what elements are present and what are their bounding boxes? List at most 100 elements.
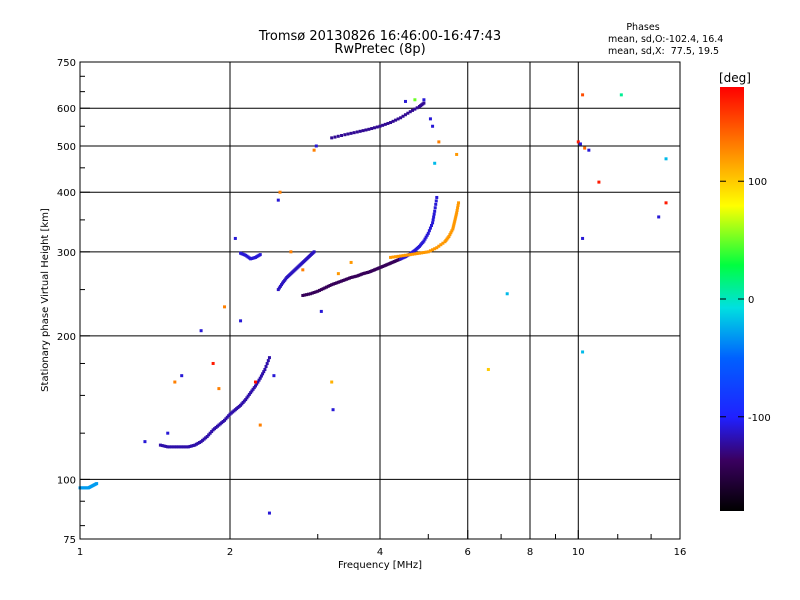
data-point-121 — [348, 276, 352, 280]
data-point-48 — [210, 430, 214, 434]
data-point-42 — [201, 438, 205, 442]
y-tick-label-5: 500 — [57, 142, 76, 153]
data-point-358 — [413, 98, 417, 102]
data-point-341 — [239, 319, 243, 323]
data-point-229 — [451, 225, 455, 229]
phase-stats-header: Phases — [626, 22, 659, 33]
data-point-337 — [211, 361, 215, 365]
phase-stats-x: mean, sd,X: 77.5, 19.5 — [608, 46, 719, 57]
data-point-217 — [437, 244, 441, 248]
data-point-214 — [431, 248, 435, 252]
data-point-237 — [455, 208, 459, 212]
data-point-271 — [413, 107, 417, 111]
data-point-370 — [581, 236, 585, 240]
data-point-46 — [207, 433, 211, 437]
data-point-211 — [424, 250, 428, 254]
data-point-122 — [349, 276, 353, 280]
y-tick-label-1: 100 — [57, 475, 76, 486]
data-point-352 — [319, 309, 323, 313]
data-point-314 — [312, 250, 316, 254]
data-point-347 — [267, 511, 271, 515]
data-point-201 — [401, 254, 405, 258]
x-axis: 1 2 4 6 8 10 16 — [77, 530, 686, 558]
grid — [80, 62, 680, 539]
data-point-77 — [249, 391, 253, 395]
data-point-107 — [325, 285, 329, 289]
data-point-251 — [361, 129, 365, 133]
data-point-118 — [343, 278, 347, 282]
data-point-40 — [198, 441, 202, 445]
data-point-254 — [370, 127, 374, 131]
data-point-361 — [431, 124, 435, 128]
data-point-83 — [256, 380, 260, 384]
data-point-249 — [355, 130, 359, 134]
data-point-279 — [277, 286, 281, 290]
data-point-340 — [233, 236, 237, 240]
y-axis-label: Stationary phase Virtual Height [km] — [40, 208, 51, 392]
x-tick-label-2: 4 — [377, 547, 383, 558]
data-point-244 — [340, 133, 344, 137]
data-point-378 — [664, 157, 668, 161]
data-point-85 — [258, 376, 262, 380]
data-point-203 — [406, 253, 410, 257]
data-point-331 — [258, 253, 262, 257]
data-point-94 — [301, 293, 305, 297]
data-point-213 — [428, 249, 432, 253]
data-point-215 — [433, 247, 437, 251]
data-point-117 — [341, 278, 345, 282]
data-point-57 — [223, 418, 227, 422]
data-point-371 — [581, 350, 585, 354]
data-point-87 — [261, 372, 265, 376]
data-point-30 — [181, 445, 185, 449]
data-point-349 — [301, 268, 305, 272]
data-point-263 — [394, 118, 398, 122]
data-point-346 — [278, 190, 282, 194]
data-point-367 — [576, 140, 580, 144]
data-point-182 — [425, 233, 429, 237]
data-points — [78, 93, 668, 515]
data-point-189 — [432, 215, 436, 219]
data-point-31 — [183, 445, 187, 449]
data-point-344 — [272, 374, 276, 378]
data-point-210 — [422, 251, 426, 255]
data-point-89 — [263, 367, 267, 371]
data-point-180 — [423, 237, 427, 241]
data-point-81 — [253, 384, 257, 388]
data-point-91 — [265, 362, 269, 366]
data-point-185 — [428, 226, 432, 230]
data-point-186 — [430, 223, 434, 227]
data-point-374 — [597, 180, 601, 184]
data-point-75 — [246, 394, 250, 398]
data-point-18 — [160, 444, 164, 448]
data-point-256 — [375, 125, 379, 129]
data-point-24 — [171, 445, 175, 449]
data-point-120 — [346, 277, 350, 281]
data-point-339 — [223, 305, 227, 309]
data-point-343 — [258, 423, 262, 427]
data-point-39 — [196, 441, 200, 445]
data-point-232 — [453, 219, 457, 223]
data-point-239 — [456, 203, 460, 207]
data-point-187 — [431, 221, 435, 225]
data-point-119 — [344, 277, 348, 281]
data-point-17 — [158, 443, 162, 447]
data-point-37 — [193, 443, 197, 447]
data-point-360 — [428, 117, 432, 121]
data-point-351 — [314, 144, 318, 148]
data-point-74 — [245, 396, 249, 400]
data-point-255 — [372, 126, 376, 130]
data-point-375 — [619, 93, 623, 97]
data-point-198 — [394, 255, 398, 259]
y-tick-label-3: 300 — [57, 248, 76, 259]
colorbar-tick-label-1: 0 — [748, 295, 754, 306]
data-point-93 — [267, 356, 271, 360]
data-point-226 — [449, 231, 453, 235]
data-point-204 — [408, 253, 412, 257]
data-point-60 — [227, 414, 231, 418]
colorbar-tick-label-2: -100 — [748, 413, 771, 424]
data-point-252 — [364, 128, 368, 132]
data-point-194 — [434, 199, 438, 203]
data-point-92 — [266, 359, 270, 363]
data-point-199 — [396, 254, 400, 258]
